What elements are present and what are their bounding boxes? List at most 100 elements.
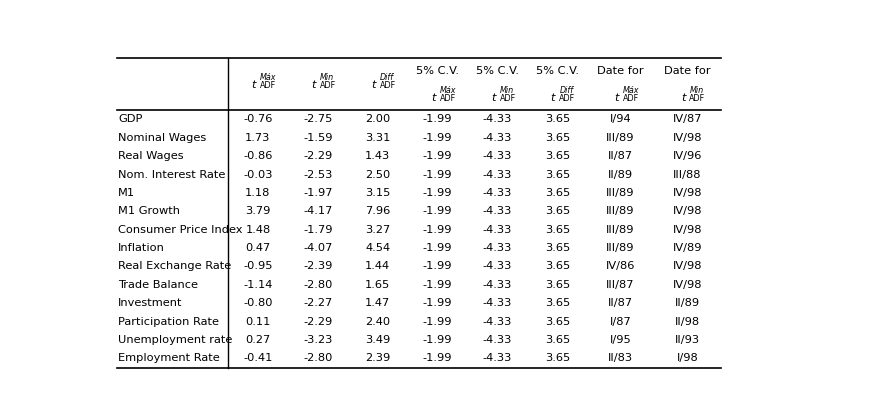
Text: ADF: ADF xyxy=(380,81,396,91)
Text: IV/87: IV/87 xyxy=(672,114,702,124)
Text: II/98: II/98 xyxy=(675,317,700,326)
Text: -1.99: -1.99 xyxy=(423,225,452,235)
Text: Min: Min xyxy=(689,86,703,95)
Text: 1.18: 1.18 xyxy=(245,188,271,198)
Text: IV/98: IV/98 xyxy=(672,206,702,216)
Text: -4.33: -4.33 xyxy=(483,151,512,161)
Text: -0.86: -0.86 xyxy=(243,151,273,161)
Text: Consumer Price Index: Consumer Price Index xyxy=(118,225,242,235)
Text: ADF: ADF xyxy=(689,94,706,103)
Text: 2.40: 2.40 xyxy=(365,317,390,326)
Text: 1.43: 1.43 xyxy=(365,151,391,161)
Text: 3.79: 3.79 xyxy=(245,206,271,216)
Text: II/83: II/83 xyxy=(608,353,633,364)
Text: 5% C.V.: 5% C.V. xyxy=(416,67,459,76)
Text: 1.73: 1.73 xyxy=(245,133,271,143)
Text: II/87: II/87 xyxy=(608,298,633,308)
Text: 2.39: 2.39 xyxy=(365,353,391,364)
Text: Nom. Interest Rate: Nom. Interest Rate xyxy=(118,170,226,180)
Text: $t$: $t$ xyxy=(490,91,497,103)
Text: -4.33: -4.33 xyxy=(483,133,512,143)
Text: II/89: II/89 xyxy=(608,170,633,180)
Text: I/94: I/94 xyxy=(610,114,631,124)
Text: III/89: III/89 xyxy=(607,243,635,253)
Text: Diff: Diff xyxy=(380,73,394,82)
Text: 0.47: 0.47 xyxy=(245,243,271,253)
Text: -1.79: -1.79 xyxy=(303,225,332,235)
Text: -1.99: -1.99 xyxy=(423,114,452,124)
Text: -1.99: -1.99 xyxy=(423,298,452,308)
Text: -0.95: -0.95 xyxy=(243,262,273,271)
Text: -1.99: -1.99 xyxy=(423,243,452,253)
Text: IV/98: IV/98 xyxy=(672,225,702,235)
Text: Nominal Wages: Nominal Wages xyxy=(118,133,206,143)
Text: III/89: III/89 xyxy=(607,133,635,143)
Text: 3.65: 3.65 xyxy=(544,262,570,271)
Text: -1.99: -1.99 xyxy=(423,151,452,161)
Text: -3.23: -3.23 xyxy=(303,335,332,345)
Text: Employment Rate: Employment Rate xyxy=(118,353,219,364)
Text: $t$: $t$ xyxy=(311,78,318,90)
Text: -0.41: -0.41 xyxy=(243,353,273,364)
Text: 1.44: 1.44 xyxy=(365,262,390,271)
Text: Trade Balance: Trade Balance xyxy=(118,280,198,290)
Text: 2.00: 2.00 xyxy=(365,114,391,124)
Text: 7.96: 7.96 xyxy=(365,206,391,216)
Text: -4.07: -4.07 xyxy=(303,243,332,253)
Text: 3.65: 3.65 xyxy=(544,170,570,180)
Text: 3.65: 3.65 xyxy=(544,353,570,364)
Text: Min: Min xyxy=(499,86,514,95)
Text: I/98: I/98 xyxy=(677,353,698,364)
Text: $t$: $t$ xyxy=(680,91,687,103)
Text: 1.48: 1.48 xyxy=(245,225,271,235)
Text: Máx: Máx xyxy=(260,73,276,82)
Text: 0.27: 0.27 xyxy=(245,335,271,345)
Text: -1.99: -1.99 xyxy=(423,317,452,326)
Text: 3.65: 3.65 xyxy=(544,317,570,326)
Text: -2.29: -2.29 xyxy=(303,317,332,326)
Text: 3.65: 3.65 xyxy=(544,243,570,253)
Text: 1.65: 1.65 xyxy=(365,280,391,290)
Text: -4.33: -4.33 xyxy=(483,353,512,364)
Text: -0.76: -0.76 xyxy=(243,114,273,124)
Text: 3.27: 3.27 xyxy=(365,225,391,235)
Text: 3.49: 3.49 xyxy=(365,335,391,345)
Text: Real Wages: Real Wages xyxy=(118,151,184,161)
Text: -1.99: -1.99 xyxy=(423,353,452,364)
Text: -2.75: -2.75 xyxy=(303,114,332,124)
Text: -4.33: -4.33 xyxy=(483,114,512,124)
Text: Date for: Date for xyxy=(598,67,644,76)
Text: -1.99: -1.99 xyxy=(423,206,452,216)
Text: Date for: Date for xyxy=(664,67,710,76)
Text: M1 Growth: M1 Growth xyxy=(118,206,180,216)
Text: -1.59: -1.59 xyxy=(303,133,332,143)
Text: ADF: ADF xyxy=(320,81,336,91)
Text: 3.15: 3.15 xyxy=(365,188,391,198)
Text: Diff: Diff xyxy=(559,86,574,95)
Text: III/89: III/89 xyxy=(607,206,635,216)
Text: ADF: ADF xyxy=(260,81,276,91)
Text: 3.65: 3.65 xyxy=(544,133,570,143)
Text: $t$: $t$ xyxy=(614,91,621,103)
Text: 3.65: 3.65 xyxy=(544,151,570,161)
Text: IV/89: IV/89 xyxy=(672,243,702,253)
Text: 3.31: 3.31 xyxy=(365,133,391,143)
Text: 2.50: 2.50 xyxy=(365,170,391,180)
Text: Máx: Máx xyxy=(440,86,456,95)
Text: GDP: GDP xyxy=(118,114,142,124)
Text: III/89: III/89 xyxy=(607,225,635,235)
Text: III/87: III/87 xyxy=(607,280,635,290)
Text: 3.65: 3.65 xyxy=(544,206,570,216)
Text: -2.39: -2.39 xyxy=(303,262,332,271)
Text: -2.80: -2.80 xyxy=(303,353,332,364)
Text: $t$: $t$ xyxy=(371,78,377,90)
Text: $t$: $t$ xyxy=(431,91,438,103)
Text: -1.14: -1.14 xyxy=(243,280,273,290)
Text: Investment: Investment xyxy=(118,298,182,308)
Text: Unemployment rate: Unemployment rate xyxy=(118,335,233,345)
Text: I/95: I/95 xyxy=(610,335,631,345)
Text: -1.99: -1.99 xyxy=(423,133,452,143)
Text: $t$: $t$ xyxy=(551,91,558,103)
Text: 0.11: 0.11 xyxy=(245,317,271,326)
Text: -4.33: -4.33 xyxy=(483,170,512,180)
